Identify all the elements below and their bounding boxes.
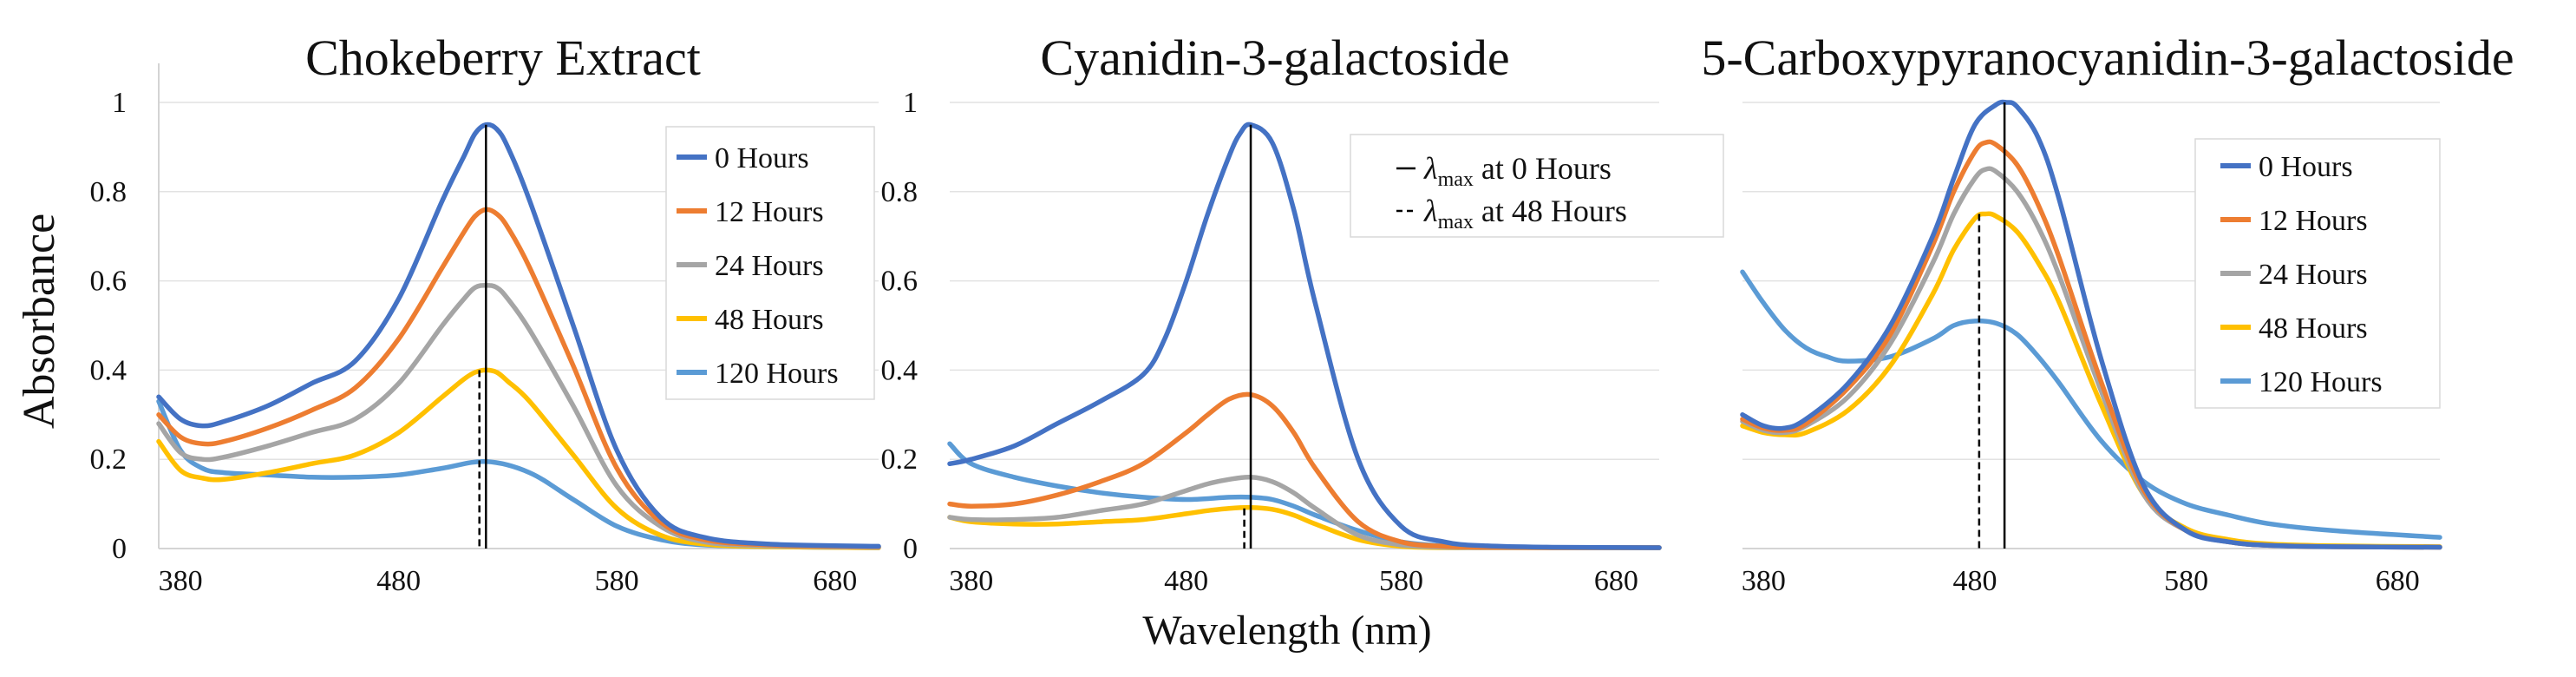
y-tick-label: 0 xyxy=(903,533,918,565)
lambda-max-markers xyxy=(1243,124,1252,549)
y-tick-labels: 0 0.2 0.4 0.6 0.8 1 xyxy=(881,87,919,565)
panel-title: Chokeberry Extract xyxy=(305,30,701,86)
x-tick-label: 680 xyxy=(813,565,857,597)
legend-label: 24 Hours xyxy=(715,250,824,282)
x-tick-labels: 380 480 580 680 xyxy=(159,565,858,597)
legend: λmax at 0 Hours λmax at 48 Hours xyxy=(1350,134,1724,238)
legend-sub: max xyxy=(1438,211,1474,233)
legend-label: 24 Hours xyxy=(2259,259,2368,291)
series-line-48-hours xyxy=(947,504,1662,550)
series-line-0-hours xyxy=(1740,99,2442,550)
x-tick-label: 480 xyxy=(1953,565,1997,597)
legend-entry: 24 Hours xyxy=(677,250,824,282)
x-tick-labels: 380 480 580 680 xyxy=(1742,565,2420,597)
x-tick-label: 680 xyxy=(2376,565,2420,597)
legend-label: 12 Hours xyxy=(715,196,824,228)
legend-label: 0 Hours xyxy=(715,142,809,174)
legend-label: 120 Hours xyxy=(2259,366,2383,398)
x-tick-label: 580 xyxy=(2164,565,2208,597)
legend-label: 120 Hours xyxy=(715,358,839,390)
y-tick-label: 0.8 xyxy=(90,176,127,208)
series-line-24-hours xyxy=(156,282,881,550)
y-tick-label: 0 xyxy=(112,533,127,565)
legend-entry: 12 Hours xyxy=(677,196,824,228)
legend-label: 0 Hours xyxy=(2259,151,2353,183)
series-line-12-hours xyxy=(947,391,1662,550)
legend-entry: λmax at 48 Hours xyxy=(1396,194,1627,233)
series-line-12-hours xyxy=(156,207,881,549)
legend-rest: at 48 Hours xyxy=(1474,194,1627,228)
y-tick-label: 0.8 xyxy=(881,176,919,208)
series-lines xyxy=(156,122,881,550)
legend: 0 Hours 12 Hours 24 Hours 48 Hours 120 H… xyxy=(665,126,875,400)
series-line-0-hours xyxy=(947,122,1662,550)
legend: 0 Hours 12 Hours 24 Hours 48 Hours 120 H… xyxy=(2194,138,2441,409)
series-line-0-hours xyxy=(156,122,881,549)
y-tick-label: 0.2 xyxy=(90,444,127,476)
legend-entry: 48 Hours xyxy=(677,304,824,336)
legend-label: λmax at 48 Hours xyxy=(1423,194,1627,233)
y-axis-label: Absorbance xyxy=(15,214,64,429)
lambda-max-markers xyxy=(478,124,487,549)
lambda-max-markers xyxy=(1978,102,2006,549)
y-tick-label: 1 xyxy=(112,87,127,119)
legend-entry: 0 Hours xyxy=(677,142,809,174)
legend-frame xyxy=(1350,134,1724,238)
x-tick-label: 580 xyxy=(595,565,639,597)
legend-lambda: λ xyxy=(1423,194,1438,228)
panel-title: Cyanidin-3-galactoside xyxy=(1040,30,1509,86)
panel-title: 5-Carboxypyranocyanidin-3-galactoside xyxy=(1701,30,2514,86)
legend-entry: 12 Hours xyxy=(2220,205,2368,237)
legend-label: 48 Hours xyxy=(2259,312,2368,345)
y-tick-label: 0.4 xyxy=(881,354,919,386)
y-tick-labels: 0 0.2 0.4 0.6 0.8 1 xyxy=(90,87,127,565)
legend-rest: at 0 Hours xyxy=(1474,151,1612,186)
y-tick-label: 1 xyxy=(903,87,918,119)
x-tick-label: 380 xyxy=(159,565,203,597)
legend-label: 12 Hours xyxy=(2259,205,2368,237)
y-tick-label: 0.2 xyxy=(881,444,919,476)
x-tick-label: 680 xyxy=(1594,565,1638,597)
y-tick-label: 0.6 xyxy=(90,266,127,298)
x-tick-label: 380 xyxy=(1742,565,1786,597)
legend-entry: 120 Hours xyxy=(2220,366,2383,398)
x-axis-label: Wavelength (nm) xyxy=(1142,608,1431,654)
legend-lambda: λ xyxy=(1423,151,1438,186)
legend-entry: 120 Hours xyxy=(677,358,839,390)
panel-cyanidin: Cyanidin-3-galactoside 0 0.2 0.4 0.6 0.8 1 38… xyxy=(881,30,1724,597)
panel-carboxypyranocyanidin: 5-Carboxypyranocyanidin-3-galactoside 38… xyxy=(1701,30,2514,597)
legend-entry: 24 Hours xyxy=(2220,259,2368,291)
legend-sub: max xyxy=(1438,168,1474,191)
x-tick-label: 580 xyxy=(1379,565,1423,597)
x-tick-labels: 380 480 580 680 xyxy=(949,565,1638,597)
legend-entry: 0 Hours xyxy=(2220,151,2353,183)
panel-chokeberry: Chokeberry Extract 0 0.2 0.4 0.6 0.8 1 380 480… xyxy=(90,30,881,597)
y-tick-label: 0.4 xyxy=(90,354,127,386)
series-line-48-hours xyxy=(156,367,881,550)
x-tick-label: 480 xyxy=(376,565,421,597)
legend-label: λmax at 0 Hours xyxy=(1423,151,1612,191)
x-tick-label: 380 xyxy=(949,565,993,597)
legend-entry: 48 Hours xyxy=(2220,312,2368,345)
gridlines xyxy=(950,102,1659,460)
x-tick-label: 480 xyxy=(1164,565,1208,597)
legend-label: 48 Hours xyxy=(715,304,824,336)
legend-entry: λmax at 0 Hours xyxy=(1396,151,1612,191)
y-tick-label: 0.6 xyxy=(881,266,919,298)
series-lines xyxy=(947,122,1662,550)
